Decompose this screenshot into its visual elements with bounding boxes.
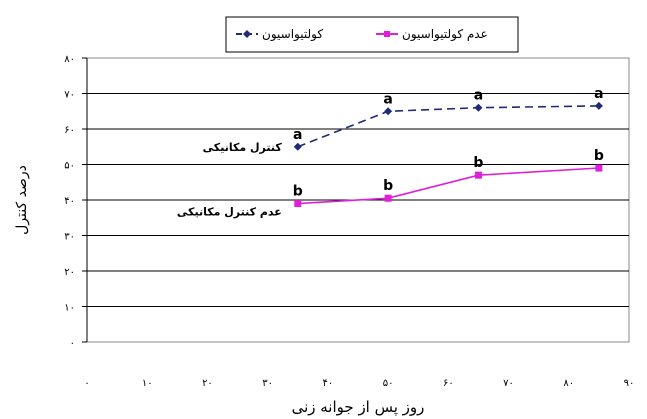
x-tick-label: ۴۰ [323, 378, 334, 389]
legend-marker-1 [384, 31, 390, 37]
point-label: b [594, 148, 604, 164]
data-point-0 [474, 103, 483, 112]
y-axis: ۰ ۱۰ ۲۰ ۳۰ ۴۰ ۵۰ ۶۰ ۷۰ ۸۰ [64, 54, 88, 349]
legend: کولتیواسیون عدم کولتیواسیون [225, 16, 519, 53]
annotation-no-mechanical-control: عدم کنترل مکانیکی [177, 206, 282, 219]
point-label: a [594, 86, 603, 102]
annotation-mechanical-control: کنترل مکانیکی [203, 141, 283, 154]
x-axis: ۰ ۱۰ ۲۰ ۳۰ ۴۰ ۵۰ ۶۰ ۷۰ ۸۰ ۹۰ [84, 378, 634, 389]
gridlines [87, 93, 629, 307]
data-point-0 [594, 101, 603, 110]
legend-label-1: عدم کولتیواسیون [402, 27, 488, 42]
x-tick-label: ۷۰ [503, 378, 514, 389]
legend-item-1: عدم کولتیواسیون [376, 27, 488, 42]
data-point-1 [595, 164, 603, 172]
y-tick-label: ۵۰ [64, 161, 75, 172]
y-tick-label: ۸۰ [64, 54, 75, 65]
x-tick-label: ۹۰ [624, 378, 635, 389]
data-point-1 [384, 194, 392, 202]
series-layer: a a a a b b b b [293, 86, 604, 208]
y-tick-label: ۷۰ [64, 90, 75, 101]
x-axis-title: روز پس از جوانه زنی [292, 398, 425, 417]
legend-label-0: کولتیواسیون [262, 27, 323, 42]
x-tick-label: ۱۰ [142, 378, 153, 389]
series-line-1 [297, 167, 599, 205]
point-label: b [293, 184, 303, 200]
series-line-0 [297, 105, 599, 148]
legend-box [225, 16, 519, 53]
x-tick-label: ۰ [84, 378, 89, 389]
point-label: a [383, 91, 392, 107]
x-tick-label: ۸۰ [563, 378, 574, 389]
y-tick-label: ۲۰ [64, 267, 75, 278]
data-point-0 [384, 107, 393, 116]
y-tick-label: ۰ [70, 338, 75, 349]
x-tick-label: ۵۰ [383, 378, 394, 389]
data-point-1 [474, 171, 482, 179]
point-label: b [473, 155, 483, 171]
x-tick-label: ۶۰ [443, 378, 454, 389]
point-label: a [293, 127, 302, 143]
data-point-1 [294, 200, 302, 208]
y-tick-label: ۳۰ [64, 232, 75, 243]
legend-item-0: کولتیواسیون [236, 27, 323, 42]
y-tick-label: ۱۰ [64, 303, 75, 314]
x-tick-label: ۲۰ [202, 378, 213, 389]
y-tick-label: ۶۰ [64, 125, 75, 136]
point-label: b [383, 178, 393, 194]
x-tick-label: ۳۰ [262, 378, 273, 389]
data-point-0 [293, 142, 302, 151]
y-axis-title: درصد کنترل [14, 165, 30, 235]
y-tick-label: ۴۰ [64, 196, 75, 207]
point-label: a [474, 88, 483, 104]
legend-marker-0 [243, 30, 251, 38]
